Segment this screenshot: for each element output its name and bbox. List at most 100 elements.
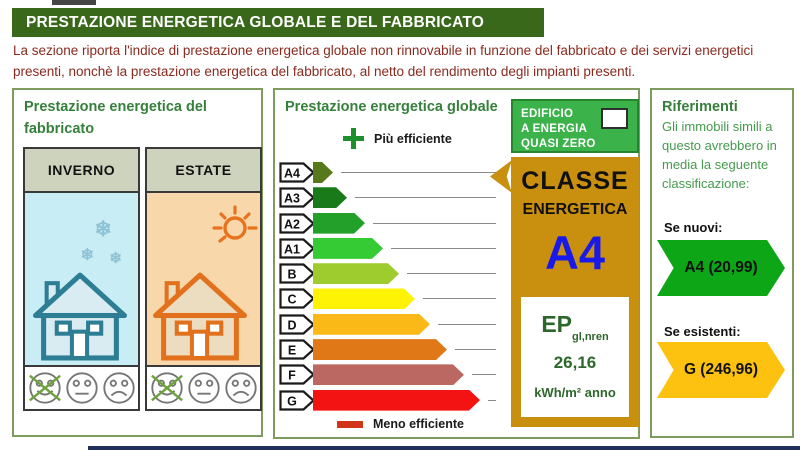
class-arrow [313, 390, 480, 411]
sad-face-icon [224, 372, 257, 404]
class-arrow [313, 238, 383, 259]
row-line [438, 323, 496, 325]
winter-header: INVERNO [25, 149, 138, 193]
class-tag: B [279, 263, 315, 284]
bottom-bar [88, 446, 800, 450]
class-arrow [313, 162, 333, 183]
less-efficient-dash-icon [337, 420, 363, 428]
class-tag: F [279, 364, 315, 385]
energy-class-row-d: D [279, 314, 496, 335]
svg-text:B: B [287, 267, 296, 281]
row-line [391, 247, 496, 249]
class-arrow [313, 364, 464, 385]
class-tag: D [279, 314, 315, 335]
ep-value: 26,16 [553, 353, 597, 372]
ref-label: Se nuovi: [664, 220, 723, 235]
winter-house-icon [33, 272, 127, 361]
less-efficient-label: Meno efficiente [373, 417, 464, 431]
intro-paragraph: La sezione riporta l'indice di prestazio… [13, 43, 754, 79]
row-line [373, 222, 496, 224]
nzeb-text-line: EDIFICIO [521, 108, 574, 120]
class-arrow [313, 314, 430, 335]
class-arrow [313, 339, 447, 360]
sun-icon [212, 205, 258, 243]
svg-text:A3: A3 [284, 192, 300, 206]
class-arrow [313, 213, 365, 234]
snowflake-icon: ❄ [94, 218, 112, 241]
riferimenti-description: Gli immobili simili a questo avrebbero i… [662, 119, 777, 191]
svg-text:D: D [287, 318, 296, 332]
less-efficient-legend: Meno efficiente [337, 417, 464, 431]
summer-faces [147, 365, 260, 409]
energy-class-row-a2: A2 [279, 213, 496, 234]
summer-column: ESTATE [145, 147, 262, 411]
energy-class-row-e: E [279, 339, 496, 360]
classe-arrow-box: CLASSE ENERGETICA A4 EPgl,nren 26,16 kWh… [511, 157, 639, 427]
class-arrow [313, 187, 347, 208]
row-line [341, 172, 496, 173]
winter-faces [25, 365, 138, 409]
summer-house-icon [153, 272, 247, 361]
summer-header: ESTATE [147, 149, 260, 193]
selection-cross-icon [150, 374, 183, 402]
row-line [407, 273, 496, 275]
section-header: PRESTAZIONE ENERGETICA GLOBALE E DEL FAB… [12, 8, 544, 37]
svg-text:A2: A2 [284, 217, 300, 231]
class-tag: G [279, 390, 315, 411]
energy-class-row-a4: A4 [279, 162, 496, 183]
class-tag: E [279, 339, 315, 360]
fabbricato-title: Prestazione energetica del fabbricato [24, 99, 207, 138]
ep-unit: kWh/m² anno [534, 385, 616, 400]
class-tag: A2 [279, 212, 315, 234]
class-arrow [313, 263, 399, 284]
ref-value: A4 (20,99) [684, 259, 758, 276]
winter-scene: ❄ ❄ ❄ [25, 193, 138, 365]
neutral-face-icon [65, 372, 98, 404]
class-tag: A4 [279, 162, 315, 183]
summer-scene [147, 193, 260, 365]
row-line [488, 399, 496, 401]
svg-text:G: G [287, 394, 297, 408]
ref-label: Se esistenti: [664, 324, 741, 339]
classe-word: CLASSE [521, 167, 629, 195]
nzeb-text-line: A ENERGIA [521, 122, 588, 135]
classe-value: A4 [544, 226, 606, 279]
energy-class-list: A4 A3 A2 A1 B C D E F G [279, 162, 496, 415]
globale-title: Prestazione energetica globale [285, 99, 498, 115]
snowflake-icon: ❄ [109, 250, 122, 267]
svg-text:A1: A1 [284, 242, 300, 256]
class-tag: A1 [279, 238, 315, 259]
energy-class-row-f: F [279, 364, 496, 385]
classe-word: ENERGETICA [522, 201, 628, 218]
class-tag: C [279, 288, 315, 310]
energy-class-row-a3: A3 [279, 187, 496, 208]
energy-class-row-b: B [279, 263, 496, 284]
energy-class-row-a1: A1 [279, 238, 496, 259]
neutral-face-icon [187, 372, 220, 404]
row-line [423, 298, 496, 300]
season-columns: INVERNO ❄ ❄ ❄ [23, 147, 262, 411]
fabbricato-panel: Prestazione energetica del fabbricato IN… [12, 88, 263, 437]
ref-arrow-new: A4 (20,99) [657, 240, 785, 296]
ref-value: G (246,96) [683, 361, 759, 378]
selection-cross-icon [28, 374, 61, 402]
row-line [355, 197, 496, 199]
riferimenti-title: Riferimenti [662, 99, 738, 115]
ep-box: EPgl,nren 26,16 kWh/m² anno [521, 297, 629, 417]
top-edge-mark [52, 0, 96, 5]
section-title: PRESTAZIONE ENERGETICA GLOBALE E DEL FAB… [26, 14, 485, 31]
plus-icon [343, 128, 364, 149]
energy-class-row-g: G [279, 390, 496, 411]
class-tag: A3 [279, 187, 315, 208]
sad-face-icon [102, 372, 135, 404]
riferimenti-panel: Riferimenti Gli immobili simili a questo… [650, 88, 794, 438]
nzeb-checkbox[interactable] [601, 108, 628, 129]
class-arrow [313, 288, 415, 309]
nzeb-badge: EDIFICIO A ENERGIA QUASI ZERO [511, 99, 639, 153]
ep-subscript: gl,nren [572, 330, 609, 343]
ref-arrow-existing: G (246,96) [657, 342, 785, 398]
nzeb-text-line: QUASI ZERO [521, 137, 596, 150]
energy-class-row-c: C [279, 288, 496, 309]
happy-face-icon [150, 372, 183, 404]
